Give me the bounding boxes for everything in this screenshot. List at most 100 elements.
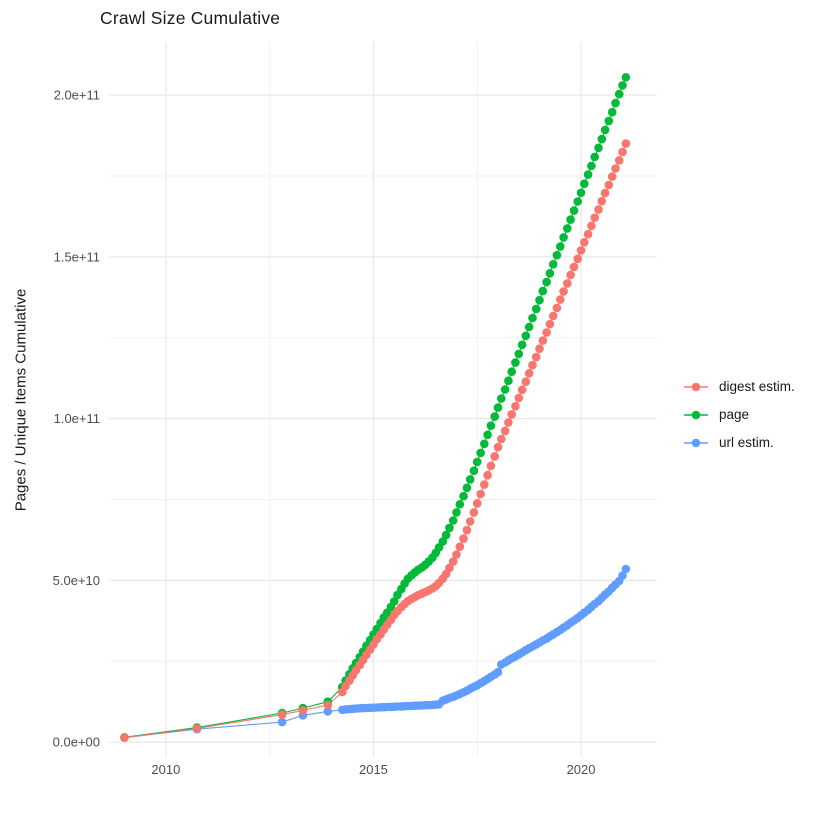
data-point <box>514 393 524 403</box>
data-point <box>538 336 548 345</box>
y-tick-label: 1.5e+11 <box>54 249 100 264</box>
data-point <box>600 188 610 198</box>
x-tick-label: 2015 <box>359 762 388 777</box>
data-point <box>277 717 287 727</box>
legend-item: page <box>683 407 795 422</box>
data-point <box>323 700 333 710</box>
series-points <box>120 73 631 742</box>
major-gridlines <box>109 42 657 757</box>
data-point <box>556 242 565 251</box>
legend-key-icon <box>684 382 708 391</box>
legend-key-icon <box>684 438 708 447</box>
data-point <box>556 295 565 304</box>
data-point <box>120 733 129 742</box>
data-point <box>500 385 510 394</box>
data-point <box>621 73 631 82</box>
data-point <box>576 246 586 255</box>
data-point <box>511 358 520 367</box>
data-point <box>618 81 627 90</box>
data-point <box>486 461 496 471</box>
data-point <box>607 107 617 117</box>
y-tick-label: 5.0e+10 <box>53 573 100 588</box>
series-line <box>124 568 627 739</box>
data-point <box>389 597 399 606</box>
data-point <box>573 197 582 206</box>
data-point <box>504 376 513 386</box>
data-point <box>524 322 534 332</box>
data-point <box>192 724 202 733</box>
x-tick-label: 2010 <box>151 762 180 777</box>
data-point <box>566 270 575 280</box>
data-point <box>569 262 579 272</box>
data-point <box>621 139 631 148</box>
data-point <box>490 412 500 421</box>
data-point <box>535 295 544 305</box>
data-point <box>559 233 568 242</box>
data-point <box>597 134 607 144</box>
data-point <box>538 286 548 296</box>
legend-key-icon <box>684 410 708 419</box>
data-point <box>552 250 562 260</box>
data-point <box>452 508 461 517</box>
y-tick-label: 2.0e+11 <box>54 88 100 103</box>
data-point <box>531 352 541 362</box>
legend-label: digest estim. <box>719 379 795 394</box>
data-point <box>483 470 492 480</box>
data-point <box>545 319 555 329</box>
data-point <box>448 557 458 566</box>
data-point <box>521 377 531 387</box>
data-point <box>548 311 558 321</box>
data-point <box>504 418 513 427</box>
data-point <box>462 483 472 493</box>
data-point <box>590 213 599 222</box>
series-line <box>124 143 627 739</box>
data-point <box>469 466 479 476</box>
data-point <box>517 385 527 395</box>
data-point <box>542 277 551 287</box>
y-tick-labels: 0.0e+00 5.0e+10 1.0e+11 1.5e+11 2.0e+11 <box>53 88 100 750</box>
data-point <box>552 303 562 313</box>
data-point <box>514 349 524 359</box>
data-point <box>517 340 527 350</box>
data-point <box>511 402 520 411</box>
data-point <box>476 489 485 499</box>
data-point <box>594 205 603 214</box>
data-point <box>594 143 603 153</box>
legend-item: url estim. <box>683 435 795 450</box>
data-point <box>583 170 593 179</box>
data-point <box>607 172 617 181</box>
data-point <box>528 360 537 370</box>
data-point <box>493 442 503 452</box>
data-point <box>587 221 596 231</box>
x-tick-labels: 2010 2015 2020 <box>151 762 595 777</box>
data-point <box>469 508 479 517</box>
legend-item: digest estim. <box>683 379 795 394</box>
data-point <box>459 491 468 501</box>
data-point <box>535 344 544 354</box>
data-point <box>548 260 558 269</box>
data-point <box>445 523 454 533</box>
data-point <box>277 710 287 719</box>
data-point <box>459 534 468 543</box>
y-tick-label: 0.0e+00 <box>53 735 100 750</box>
data-point <box>472 499 482 508</box>
data-point <box>455 500 465 509</box>
data-point <box>576 188 586 198</box>
data-point <box>445 563 454 573</box>
data-point <box>590 152 599 162</box>
minor-gridlines <box>109 42 657 757</box>
data-point <box>531 304 541 314</box>
data-point <box>559 287 568 296</box>
data-point <box>507 410 516 419</box>
chart-title: Crawl Size Cumulative <box>100 8 281 28</box>
y-axis-title: Pages / Unique Items Cumulative <box>12 288 30 512</box>
x-tick-label: 2020 <box>567 762 596 777</box>
data-point <box>618 147 627 157</box>
data-point <box>614 156 624 165</box>
data-point <box>566 215 575 224</box>
data-point <box>483 430 492 440</box>
data-point <box>480 480 489 489</box>
data-point <box>563 224 572 233</box>
